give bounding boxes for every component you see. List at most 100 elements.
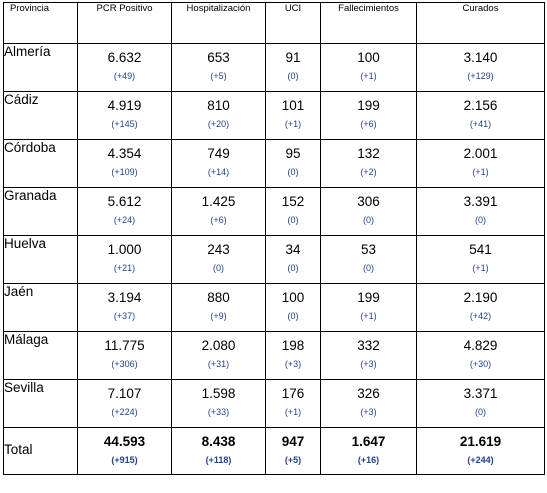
cell-pcr-positivo: 4.919 (+145) <box>77 91 172 140</box>
cell-curados: 21.619 (+244) <box>416 427 545 475</box>
cell-delta: (+1) <box>360 71 377 81</box>
cell-value: 101 <box>281 98 305 113</box>
cell-delta: (+145) <box>111 119 138 129</box>
table-row: Almería 6.632 (+49) 653 (+5) 91 (0) 100 (+1) 3.14… <box>3 43 545 92</box>
table-row: Córdoba 4.354 (+109) 749 (+14) 95 (0) 132 (+2) 2.… <box>3 139 545 188</box>
cell-pcr-positivo: 11.775 (+306) <box>77 331 172 380</box>
cell-delta: (+41) <box>469 119 492 129</box>
cell-value: 53 <box>360 242 377 257</box>
total-label: Total <box>3 427 78 475</box>
cell-value: 2.190 <box>463 290 498 305</box>
header-provincia: Provincia <box>3 2 78 44</box>
cell-delta: (+21) <box>113 263 136 273</box>
cell-delta: (+224) <box>111 407 138 417</box>
header-fallecimientos: Fallecimientos <box>320 2 417 44</box>
cell-curados: 3.391 (0) <box>416 187 545 236</box>
cell-value: 34 <box>285 242 301 257</box>
cell-delta: (0) <box>287 71 299 81</box>
table-row: Sevilla 7.107 (+224) 1.598 (+33) 176 (+1) 326 (+… <box>3 379 545 428</box>
cell-pcr-positivo: 44.593 (+915) <box>77 427 172 475</box>
table-row: Málaga 11.775 (+306) 2.080 (+31) 198 (+3) 332 (+… <box>3 331 545 380</box>
cell-value: 947 <box>281 434 305 449</box>
cell-fallecimientos: 199 (+1) <box>320 283 417 332</box>
province-name: Huelva <box>3 235 78 284</box>
header-pcr-positivo: PCR Positivo <box>77 2 172 44</box>
cell-delta: (+20) <box>207 119 230 129</box>
cell-pcr-positivo: 1.000 (+21) <box>77 235 172 284</box>
cell-delta: (+49) <box>113 71 136 81</box>
cell-value: 7.107 <box>107 386 142 401</box>
table-row: Cádiz 4.919 (+145) 810 (+20) 101 (+1) 199 (+6) 2.… <box>3 91 545 140</box>
cell-value: 6.632 <box>107 50 142 65</box>
cell-curados: 2.156 (+41) <box>416 91 545 140</box>
cell-value: 44.593 <box>103 434 146 449</box>
cell-value: 332 <box>357 338 380 353</box>
cell-fallecimientos: 326 (+3) <box>320 379 417 428</box>
cell-value: 2.001 <box>463 146 498 161</box>
cell-hospitalizacion: 810 (+20) <box>171 91 266 140</box>
cell-delta: (+1) <box>472 167 489 177</box>
province-name: Sevilla <box>3 379 78 428</box>
cell-value: 4.829 <box>463 338 498 353</box>
cell-value: 3.140 <box>463 50 498 65</box>
cell-delta: (0) <box>287 167 299 177</box>
cell-fallecimientos: 306 (0) <box>320 187 417 236</box>
cell-curados: 2.001 (+1) <box>416 139 545 188</box>
cell-hospitalizacion: 1.425 (+6) <box>171 187 266 236</box>
header-curados: Curados <box>416 2 545 44</box>
cell-delta: (+5) <box>210 71 227 81</box>
cell-fallecimientos: 53 (0) <box>320 235 417 284</box>
cell-delta: (+109) <box>111 167 138 177</box>
cell-curados: 3.140 (+129) <box>416 43 545 92</box>
cell-curados: 4.829 (+30) <box>416 331 545 380</box>
cell-uci: 95 (0) <box>265 139 321 188</box>
cell-value: 4.354 <box>107 146 142 161</box>
cell-delta: (0) <box>287 263 299 273</box>
cell-pcr-positivo: 7.107 (+224) <box>77 379 172 428</box>
cell-delta: (+129) <box>467 71 494 81</box>
cell-delta: (+31) <box>207 359 230 369</box>
cell-delta: (+37) <box>113 311 136 321</box>
cell-delta: (0) <box>475 215 486 225</box>
province-name: Jaén <box>3 283 78 332</box>
cell-value: 810 <box>207 98 230 113</box>
cell-pcr-positivo: 4.354 (+109) <box>77 139 172 188</box>
cell-value: 653 <box>207 50 230 65</box>
cell-hospitalizacion: 243 (0) <box>171 235 266 284</box>
header-row: Provincia PCR Positivo Hospitalización U… <box>3 2 545 44</box>
cell-delta: (+5) <box>284 455 302 465</box>
cell-value: 11.775 <box>104 338 145 353</box>
cell-uci: 100 (0) <box>265 283 321 332</box>
cell-curados: 3.371 (0) <box>416 379 545 428</box>
province-name: Córdoba <box>3 139 78 188</box>
cell-value: 199 <box>357 98 380 113</box>
cell-value: 3.194 <box>107 290 142 305</box>
cell-uci: 198 (+3) <box>265 331 321 380</box>
cell-uci: 101 (+1) <box>265 91 321 140</box>
cell-value: 306 <box>357 194 380 209</box>
cell-delta: (+3) <box>360 407 377 417</box>
table-row: Huelva 1.000 (+21) 243 (0) 34 (0) 53 (0) 541 (+1) <box>3 235 545 284</box>
cell-value: 1.647 <box>351 434 386 449</box>
cell-value: 4.919 <box>107 98 142 113</box>
data-table: Provincia PCR Positivo Hospitalización U… <box>3 2 545 475</box>
cell-fallecimientos: 132 (+2) <box>320 139 417 188</box>
cell-delta: (0) <box>287 215 299 225</box>
cell-value: 176 <box>281 386 305 401</box>
cell-value: 199 <box>357 290 380 305</box>
cell-fallecimientos: 332 (+3) <box>320 331 417 380</box>
cell-delta: (+1) <box>284 119 302 129</box>
cell-hospitalizacion: 8.438 (+118) <box>171 427 266 475</box>
cell-value: 1.000 <box>107 242 142 257</box>
province-name: Málaga <box>3 331 78 380</box>
cell-delta: (0) <box>213 263 224 273</box>
cell-hospitalizacion: 2.080 (+31) <box>171 331 266 380</box>
cell-delta: (+2) <box>360 167 377 177</box>
cell-value: 3.391 <box>463 194 498 209</box>
cell-uci: 947 (+5) <box>265 427 321 475</box>
cell-value: 100 <box>281 290 305 305</box>
cell-hospitalizacion: 653 (+5) <box>171 43 266 92</box>
cell-delta: (+3) <box>360 359 377 369</box>
cell-value: 1.425 <box>201 194 236 209</box>
cell-curados: 541 (+1) <box>416 235 545 284</box>
